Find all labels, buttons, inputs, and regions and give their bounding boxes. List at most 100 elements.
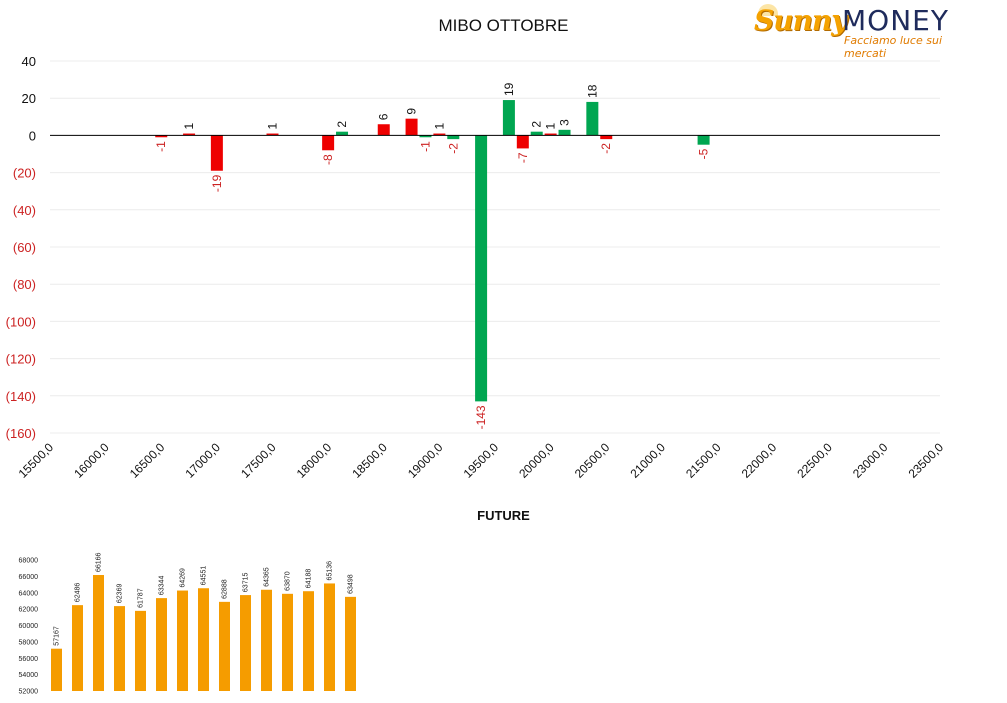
- data-label: -8: [321, 154, 335, 165]
- future-bar: [156, 598, 167, 691]
- future-y-tick-label: 54000: [19, 672, 39, 679]
- bar: [210, 135, 223, 171]
- future-data-label: 64365: [264, 567, 271, 587]
- x-tick-label: 19000,0: [405, 440, 446, 481]
- future-bar: [177, 590, 188, 691]
- data-label: -2: [599, 143, 613, 154]
- future-y-tick-label: 66000: [19, 574, 39, 581]
- bar: [516, 135, 529, 149]
- chart-title: MIBO OTTOBRE: [438, 16, 569, 35]
- x-tick-label: 22500,0: [794, 440, 835, 481]
- y-tick-label: (60): [13, 240, 36, 255]
- y-tick-label: (80): [13, 277, 36, 292]
- bar: [586, 101, 599, 136]
- data-label: 18: [585, 84, 599, 98]
- future-bar: [135, 610, 146, 691]
- x-tick-label: 21000,0: [627, 440, 668, 481]
- y-tick-label: (120): [6, 352, 36, 367]
- bar: [433, 133, 446, 136]
- bar: [502, 100, 515, 136]
- data-label: -5: [697, 148, 711, 159]
- y-tick-label: 20: [22, 91, 36, 106]
- future-bar: [303, 591, 314, 691]
- y-tick-label: (20): [13, 166, 36, 181]
- logo-brand-b: MONEY: [842, 4, 949, 37]
- future-bar: [114, 606, 125, 691]
- future-bar: [240, 595, 251, 691]
- future-bar: [219, 601, 230, 691]
- logo-brand-a: Sunny: [754, 4, 848, 37]
- future-data-label: 64551: [201, 566, 208, 586]
- future-data-label: 57167: [54, 626, 61, 646]
- data-label: -2: [446, 143, 460, 154]
- future-data-label: 64269: [180, 568, 187, 588]
- data-label: -1: [154, 141, 168, 152]
- future-data-label: 62486: [75, 583, 82, 603]
- future-bar: [51, 648, 62, 691]
- y-tick-label: (40): [13, 203, 36, 218]
- open-interest-chart: 40 20 0 (20) (40) (60) (80) (100) (120) (140) (160…: [6, 54, 947, 481]
- x-tick-label: 18000,0: [294, 440, 335, 481]
- future-data-label: 63715: [243, 573, 250, 593]
- future-data-label: 62369: [117, 584, 124, 604]
- x-tick-label: 16500,0: [127, 440, 168, 481]
- data-label: 1: [182, 123, 196, 130]
- future-y-tick-label: 56000: [19, 656, 39, 663]
- bar: [405, 118, 418, 136]
- y-tick-label: (100): [6, 314, 36, 329]
- x-tick-label: 17000,0: [182, 440, 223, 481]
- future-bar: [198, 588, 209, 691]
- future-data-label: 63344: [159, 576, 166, 596]
- future-bar: [282, 593, 293, 691]
- future-data-label: 66166: [96, 552, 103, 572]
- brand-logo: Sunny MONEY Facciamo luce sui mercati: [752, 4, 982, 60]
- data-label: -19: [210, 174, 224, 192]
- bar: [377, 124, 390, 136]
- data-label: 2: [530, 121, 544, 128]
- data-label: -143: [474, 405, 488, 429]
- x-tick-label: 15500,0: [16, 440, 57, 481]
- x-tick-label: 16000,0: [71, 440, 112, 481]
- bar: [544, 133, 557, 136]
- future-data-label: 62888: [222, 579, 229, 599]
- bar: [266, 133, 279, 136]
- x-tick-label: 18500,0: [349, 440, 390, 481]
- data-label: 1: [544, 123, 558, 130]
- data-label: 19: [502, 82, 516, 96]
- data-label: 6: [377, 113, 391, 120]
- bar: [447, 135, 460, 140]
- bar: [336, 131, 349, 136]
- bar: [419, 135, 432, 138]
- data-label: -7: [516, 152, 530, 163]
- data-label: 9: [405, 108, 419, 115]
- x-tick-label: 21500,0: [683, 440, 724, 481]
- x-tick-label: 23500,0: [906, 440, 947, 481]
- future-data-label: 61787: [138, 588, 145, 608]
- bar: [600, 135, 613, 140]
- future-data-label: 64188: [306, 569, 313, 589]
- bar: [697, 135, 710, 145]
- data-label: 3: [558, 119, 572, 126]
- y-tick-label: (140): [6, 389, 36, 404]
- future-y-tick-label: 64000: [19, 590, 39, 597]
- x-tick-label: 17500,0: [238, 440, 279, 481]
- x-tick-label: 20500,0: [572, 440, 613, 481]
- future-bar: [93, 575, 104, 691]
- x-tick-label: 19500,0: [461, 440, 502, 481]
- bar: [558, 129, 571, 136]
- bar: [475, 135, 488, 402]
- bar: [530, 131, 543, 136]
- y-tick-label: 40: [22, 54, 36, 69]
- future-chart: 52000 54000 56000 58000 60000 62000 64000 66000…: [19, 552, 356, 696]
- x-tick-label: 23000,0: [850, 440, 891, 481]
- x-tick-label: 22000,0: [739, 440, 780, 481]
- data-label: 1: [432, 123, 446, 130]
- future-y-tick-label: 60000: [19, 623, 39, 630]
- logo-tagline: Facciamo luce sui mercati: [844, 34, 943, 60]
- data-label: 1: [266, 123, 280, 130]
- future-bar: [345, 596, 356, 691]
- bar: [183, 133, 196, 136]
- future-y-tick-label: 62000: [19, 607, 39, 614]
- future-bar: [324, 583, 335, 691]
